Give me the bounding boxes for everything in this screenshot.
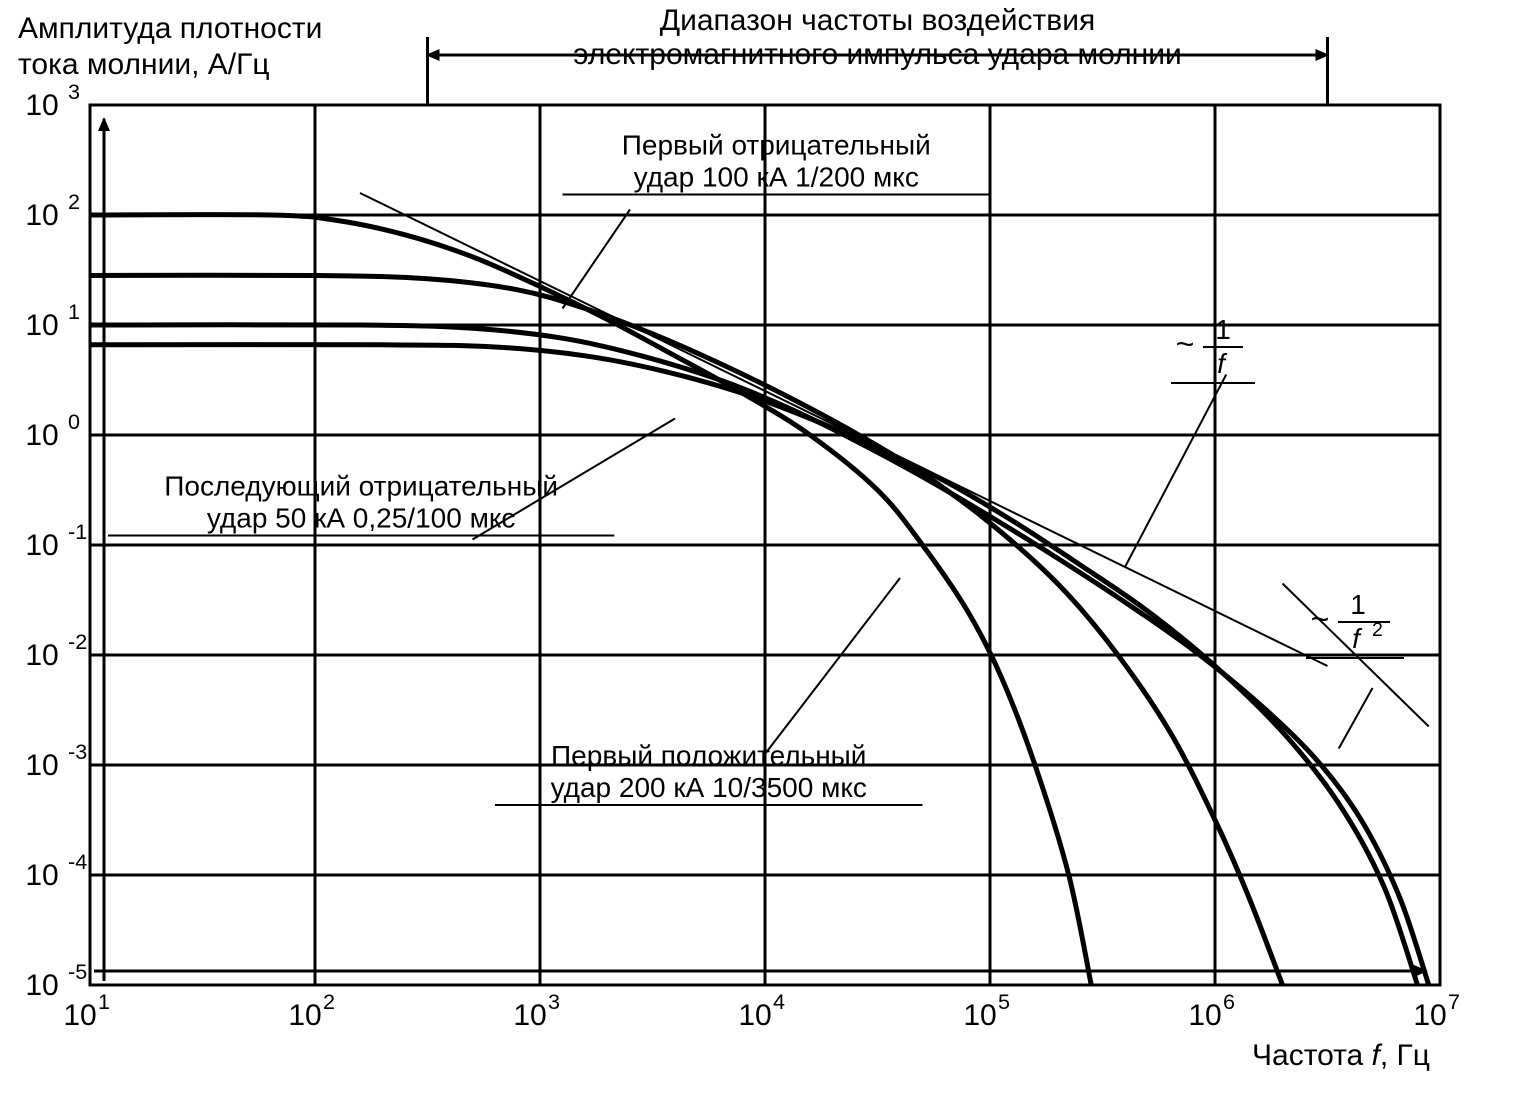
- series-label: удар 200 кА 10/3500 мкс: [551, 772, 867, 803]
- svg-text:1: 1: [68, 299, 80, 324]
- svg-text:10: 10: [513, 999, 546, 1032]
- svg-text:3: 3: [548, 989, 560, 1014]
- range-title: Диапазон частоты воздействия: [660, 4, 1095, 37]
- svg-text:1: 1: [1215, 314, 1231, 345]
- svg-text:10: 10: [1413, 999, 1446, 1032]
- svg-text:~: ~: [1176, 326, 1195, 362]
- series-label: Первый отрицательный: [622, 130, 931, 161]
- svg-text:-2: -2: [68, 629, 87, 654]
- svg-text:-3: -3: [68, 739, 87, 764]
- svg-text:10: 10: [25, 309, 58, 342]
- svg-text:10: 10: [25, 419, 58, 452]
- svg-text:~: ~: [1311, 601, 1330, 637]
- series-label: удар 50 кА 0,25/100 мкс: [207, 503, 516, 534]
- svg-text:10: 10: [25, 859, 58, 892]
- svg-text:10: 10: [1188, 999, 1221, 1032]
- svg-text:1: 1: [1350, 589, 1366, 620]
- svg-text:2: 2: [1372, 619, 1383, 641]
- svg-text:3: 3: [68, 79, 80, 104]
- svg-text:10: 10: [25, 529, 58, 562]
- x-axis-title: Частота f, Гц: [1252, 1039, 1430, 1072]
- lightning-spectrum-chart: 10110210310410510610710-510-410-310-210-…: [0, 0, 1529, 1107]
- svg-text:4: 4: [773, 989, 785, 1014]
- svg-text:10: 10: [963, 999, 996, 1032]
- svg-text:10: 10: [25, 969, 58, 1002]
- svg-text:10: 10: [25, 749, 58, 782]
- svg-text:10: 10: [738, 999, 771, 1032]
- svg-text:1: 1: [98, 989, 110, 1014]
- svg-text:2: 2: [323, 989, 335, 1014]
- svg-text:5: 5: [998, 989, 1010, 1014]
- range-title: электромагнитного импульса удара молнии: [573, 38, 1182, 71]
- svg-text:-5: -5: [68, 959, 87, 984]
- series-label: Последующий отрицательный: [164, 471, 558, 502]
- svg-text:10: 10: [25, 89, 58, 122]
- y-axis-title: Амплитуда плотности: [18, 12, 322, 45]
- svg-text:2: 2: [68, 189, 80, 214]
- svg-text:10: 10: [25, 199, 58, 232]
- svg-text:0: 0: [68, 409, 80, 434]
- svg-text:10: 10: [25, 639, 58, 672]
- svg-text:-1: -1: [68, 519, 87, 544]
- svg-text:10: 10: [288, 999, 321, 1032]
- svg-text:10: 10: [63, 999, 96, 1032]
- y-axis-title: тока молнии, А/Гц: [18, 48, 270, 81]
- svg-text:6: 6: [1223, 989, 1235, 1014]
- svg-text:7: 7: [1448, 989, 1460, 1014]
- series-label: Первый положительный: [551, 740, 866, 771]
- svg-text:-4: -4: [68, 849, 87, 874]
- series-label: удар 100 кА 1/200 мкс: [634, 162, 919, 193]
